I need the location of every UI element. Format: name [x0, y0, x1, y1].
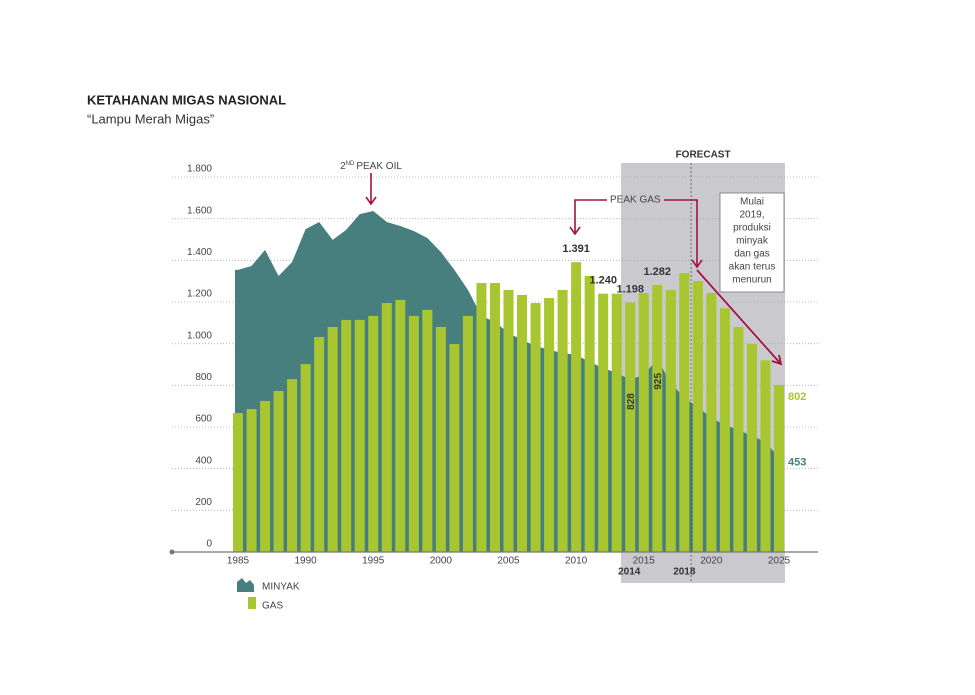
y-tick-label: 1.000 [187, 330, 212, 341]
note-box [719, 192, 785, 293]
gas-bar [368, 315, 379, 552]
note-line: produksi [733, 223, 771, 234]
gas-bar [638, 293, 649, 552]
gas-value-label: 1.282 [644, 266, 672, 278]
y-tick-label: 1.800 [187, 164, 212, 175]
gas-bar [287, 379, 298, 552]
gas-bar [462, 315, 473, 552]
gas-value-label: 1.240 [589, 275, 617, 287]
x-tick-label: 2015 [633, 556, 656, 567]
x-tick-label: 2025 [768, 556, 791, 567]
peak-oil-part: PEAK OIL [356, 161, 402, 172]
x-tick-label: 2005 [497, 556, 520, 567]
gas-bar [314, 337, 325, 552]
y-tick-label: 400 [195, 455, 212, 466]
x-tick-label: 2010 [565, 556, 588, 567]
x-tick-label: 1995 [362, 556, 385, 567]
gas-bar [652, 284, 663, 552]
axis-dot [169, 549, 175, 555]
note-line: 2019, [739, 210, 764, 221]
note-line: Mulai [740, 197, 764, 208]
legend-swatch [248, 597, 256, 609]
gas-bar [422, 309, 433, 552]
y-tick-label: 600 [195, 414, 212, 425]
y-tick-label: 800 [195, 372, 212, 383]
gas-bar [341, 319, 352, 552]
legend-swatch [237, 578, 254, 592]
peak-oil-part: ND [346, 161, 355, 167]
note-line: dan gas [734, 249, 770, 260]
gas-value-label: 1.198 [616, 283, 644, 295]
x-tick-label: 1990 [295, 556, 318, 567]
oil-value-label: 925 [653, 373, 664, 390]
chart-title: KETAHANAN MIGAS NASIONAL [87, 92, 286, 107]
oil-value-label: 828 [626, 393, 637, 410]
gas-bar [381, 303, 392, 552]
gas-bar [395, 299, 406, 552]
gas-bar [246, 409, 257, 552]
arrow [696, 269, 783, 366]
gas-bar [598, 293, 609, 552]
gas-bar [571, 262, 582, 552]
oil-value-label: 453 [788, 457, 806, 469]
gas-bar [733, 327, 744, 552]
gas-bar [679, 273, 690, 552]
gas-bar [503, 289, 514, 552]
x-tick-label: 1985 [227, 556, 250, 567]
gas-bar [233, 413, 243, 552]
gas-bar [517, 294, 528, 552]
gas-bar [530, 303, 541, 552]
gas-bar [489, 283, 500, 552]
gas-bar [665, 289, 676, 552]
gas-bar [692, 280, 703, 552]
gas-bar [354, 319, 365, 552]
gas-bar [476, 283, 487, 552]
x-tick-label: 2020 [700, 556, 723, 567]
x-tick-label: 2000 [430, 556, 453, 567]
gas-bar [760, 360, 771, 552]
gas-bar [300, 364, 311, 552]
arrow [664, 199, 703, 269]
gas-bar [408, 315, 419, 552]
peak-gas-label: PEAK GAS [610, 195, 661, 206]
arrow [569, 199, 607, 236]
gas-bar [774, 384, 784, 552]
y-tick-label: 200 [195, 497, 212, 508]
gas-bar [719, 308, 730, 552]
legend-label: MINYAK [262, 582, 300, 593]
gas-bar [746, 344, 757, 552]
y-tick-label: 1.200 [187, 289, 212, 300]
highlight-year: 2018 [673, 567, 696, 578]
gas-value-label: 1.391 [562, 243, 590, 255]
gas-bar [557, 289, 568, 552]
gas-bar [706, 293, 717, 552]
highlight-year: 2014 [618, 567, 641, 578]
forecast-label: FORECAST [676, 150, 731, 161]
peak-oil-part: 2 [340, 161, 346, 172]
peak-oil-label: 2ND PEAK OIL [340, 161, 402, 172]
gas-bar [327, 327, 338, 552]
gas-value-label: 802 [788, 391, 806, 403]
y-tick-label: 1.600 [187, 205, 212, 216]
gas-bar [544, 298, 555, 552]
gas-bar [435, 327, 446, 552]
y-tick-label: 1.400 [187, 247, 212, 258]
gas-bar [449, 344, 460, 552]
gas-bar [611, 293, 622, 552]
note-line: minyak [736, 236, 769, 247]
gas-bar [260, 400, 271, 552]
chart-subtitle: “Lampu Merah Migas” [87, 111, 214, 126]
note-line: menurun [732, 275, 771, 286]
gas-bar [625, 302, 636, 552]
gas-bar [584, 275, 595, 552]
gas-bar [273, 390, 284, 552]
legend-label: GAS [262, 601, 283, 612]
arrow [365, 173, 377, 206]
note-line: akan terus [729, 262, 776, 273]
y-tick-label: 0 [206, 539, 212, 550]
